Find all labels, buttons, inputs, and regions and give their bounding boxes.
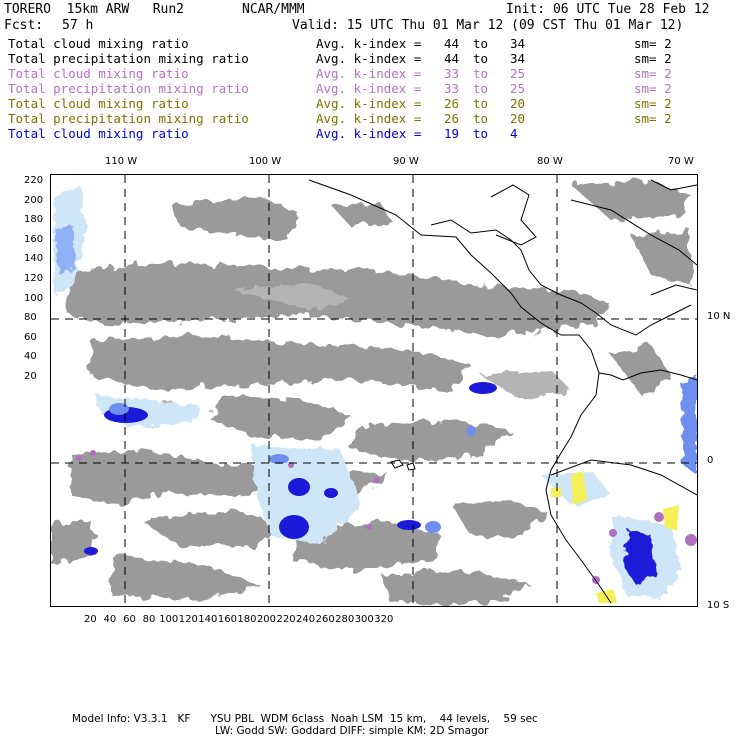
longitude-label: 100 W	[249, 156, 282, 167]
latitude-label: 0	[707, 455, 714, 466]
legend-smoothing: sm= 2	[634, 51, 672, 66]
y-tick-label: 180	[24, 214, 44, 226]
legend-field: Total cloud mixing ratio	[8, 36, 189, 51]
y-tick-label: 20	[24, 371, 37, 382]
legend-field: Total cloud mixing ratio	[8, 126, 189, 141]
legend-kindex-label: Avg. k-index =	[316, 66, 422, 81]
y-tick-label: 160	[24, 233, 44, 245]
legend-kindex-to: 34	[510, 51, 526, 66]
x-tick-label: 220	[276, 614, 296, 625]
precip-field	[53, 187, 697, 600]
legend-smoothing: sm= 2	[634, 111, 672, 126]
legend-kindex-from: 26	[444, 96, 460, 111]
longitude-label: 80 W	[537, 156, 563, 167]
coastlines	[308, 179, 697, 604]
legend-kindex-from: 44	[444, 51, 460, 66]
legend-kindex-to-word: to	[473, 81, 489, 96]
legend-kindex-from: 33	[444, 81, 460, 96]
legend-kindex-label: Avg. k-index =	[316, 111, 422, 126]
x-tick-label: 20	[84, 614, 97, 625]
longitude-label: 90 W	[393, 156, 419, 167]
physics-info: LW: Godd SW: Goddard DIFF: simple KM: 2D…	[215, 725, 489, 737]
legend-kindex-to-word: to	[473, 126, 489, 141]
lat-lon-grid	[51, 175, 697, 606]
legend-kindex-to: 20	[510, 96, 526, 111]
y-tick-label: 100	[24, 292, 44, 304]
legend-kindex-to: 4	[510, 126, 518, 141]
legend-kindex-label: Avg. k-index =	[316, 36, 422, 51]
legend-kindex-to: 25	[510, 81, 526, 96]
legend-kindex-from: 44	[444, 36, 460, 51]
x-tick-label: 120	[178, 614, 198, 625]
legend-field: Total precipitation mixing ratio	[8, 111, 249, 126]
legend-kindex-label: Avg. k-index =	[316, 126, 422, 141]
forecast-hour: 57 h	[62, 18, 94, 33]
x-tick-label: 200	[256, 614, 277, 625]
legend-kindex-to: 34	[510, 36, 526, 51]
x-tick-label: 240	[296, 614, 316, 625]
legend-kindex-from: 33	[444, 66, 460, 81]
latitude-label: 10 S	[707, 600, 730, 611]
legend-kindex-to-word: to	[473, 96, 489, 111]
y-tick-label: 80	[24, 312, 37, 324]
legend-smoothing: sm= 2	[634, 96, 672, 111]
longitude-label: 110 W	[105, 156, 138, 167]
longitude-label: 70 W	[668, 156, 694, 167]
legend-kindex-label: Avg. k-index =	[316, 51, 422, 66]
legend-kindex-to-word: to	[473, 51, 489, 66]
init-time: Init: 06 UTC Tue 28 Feb 12	[506, 2, 710, 17]
legend-kindex-to-word: to	[473, 66, 489, 81]
x-tick-label: 280	[335, 614, 355, 625]
legend-kindex-to: 25	[510, 66, 526, 81]
model-info: Model Info: V3.3.1 KF YSU PBL WDM 6class…	[72, 713, 538, 725]
x-tick-label: 40	[103, 614, 117, 625]
legend-field: Total cloud mixing ratio	[8, 96, 189, 111]
legend-kindex-from: 26	[444, 111, 460, 126]
legend-smoothing: sm= 2	[634, 36, 672, 51]
map-canvas	[51, 175, 697, 606]
legend-kindex-to: 20	[510, 111, 526, 126]
map-panel	[50, 174, 698, 607]
x-tick-label: 160	[217, 614, 237, 625]
model-title: TORERO 15km ARW Run2	[4, 2, 185, 17]
y-tick-label: 60	[24, 331, 37, 343]
legend-field: Total precipitation mixing ratio	[8, 51, 249, 66]
y-tick-label: 200	[24, 194, 44, 206]
legend-field: Total precipitation mixing ratio	[8, 81, 249, 96]
x-tick-label: 60	[123, 614, 136, 625]
legend-smoothing: sm= 2	[634, 66, 672, 81]
y-tick-label: 220	[24, 175, 44, 186]
x-tick-label: 320	[374, 614, 394, 625]
cloud-field	[51, 180, 691, 603]
y-tick-label: 120	[24, 273, 44, 284]
x-tick-label: 100	[159, 614, 179, 625]
legend-kindex-from: 19	[444, 126, 460, 141]
x-tick-label: 260	[315, 614, 335, 625]
latitude-label: 10 N	[707, 311, 731, 322]
x-tick-label: 140	[198, 614, 218, 625]
x-tick-label: 180	[237, 614, 257, 625]
y-tick-label: 140	[24, 253, 44, 265]
x-tick-label: 80	[142, 614, 156, 625]
legend-field: Total cloud mixing ratio	[8, 66, 189, 81]
valid-time: Valid: 15 UTC Thu 01 Mar 12 (09 CST Thu …	[292, 18, 684, 33]
legend-smoothing: sm= 2	[634, 81, 672, 96]
legend-kindex-label: Avg. k-index =	[316, 96, 422, 111]
forecast-label: Fcst:	[4, 18, 44, 33]
y-tick-label: 40	[24, 351, 37, 363]
legend-kindex-to-word: to	[473, 111, 489, 126]
legend-kindex-to-word: to	[473, 36, 489, 51]
x-tick-label: 300	[354, 614, 374, 625]
org-label: NCAR/MMM	[242, 2, 305, 17]
legend-kindex-label: Avg. k-index =	[316, 81, 422, 96]
